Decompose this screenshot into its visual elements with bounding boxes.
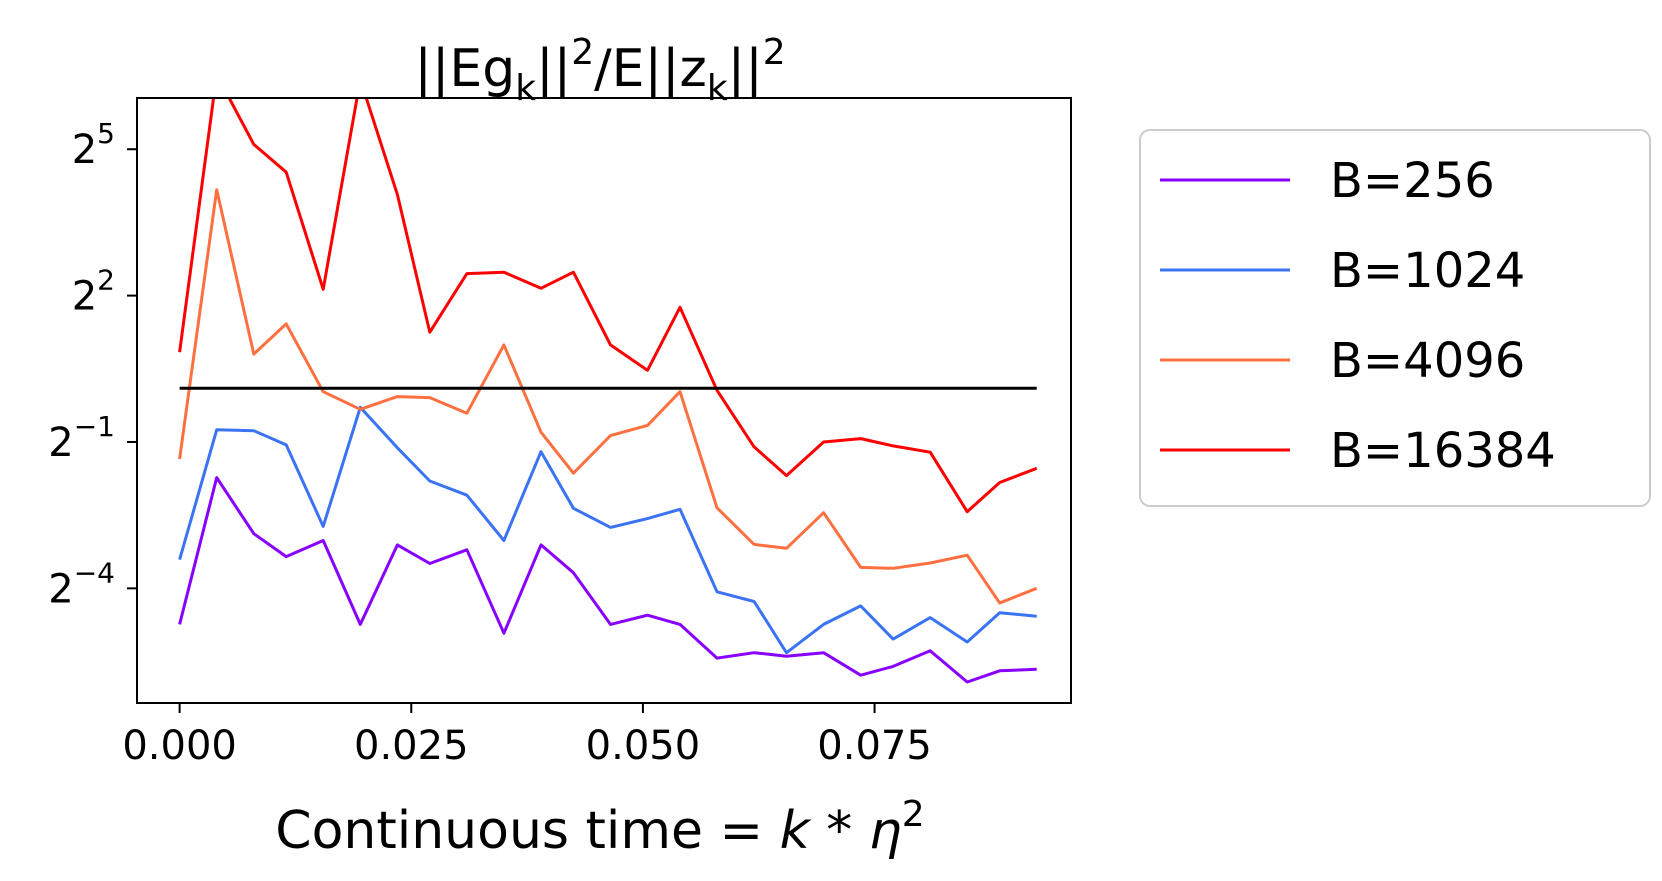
legend-label: B=4096 — [1330, 333, 1525, 389]
legend-label: B=1024 — [1330, 243, 1525, 299]
legend-label: B=256 — [1330, 153, 1495, 209]
plot-frame — [136, 97, 1072, 704]
series-line-b-1024 — [178, 405, 1037, 655]
x-tick-label: 0.000 — [122, 723, 237, 769]
y-tick-label: 2−1 — [48, 410, 115, 466]
series-line-b-256 — [178, 476, 1037, 684]
y-tick-label: 22 — [72, 264, 115, 320]
series-line-b-16384 — [178, 98, 1038, 514]
legend: B=256 B=1024 B=4096 B=16384 — [1139, 129, 1651, 507]
x-tick-label: 0.075 — [817, 723, 932, 769]
y-tick-label: 2−4 — [48, 556, 115, 612]
y-tick-label: 25 — [72, 117, 115, 173]
plot-lines — [178, 98, 1038, 684]
series-line-b-4096 — [178, 188, 1038, 605]
legend-box — [1139, 129, 1651, 507]
x-axis-ticks: 0.000 0.025 0.050 0.075 — [122, 703, 932, 769]
x-axis-label: Continuous time = k * η2 — [275, 794, 924, 861]
x-tick-label: 0.025 — [354, 723, 469, 769]
legend-label: B=16384 — [1330, 423, 1556, 479]
x-tick-label: 0.050 — [586, 723, 701, 769]
y-axis-ticks: 25 22 2−1 2−4 — [48, 117, 137, 612]
